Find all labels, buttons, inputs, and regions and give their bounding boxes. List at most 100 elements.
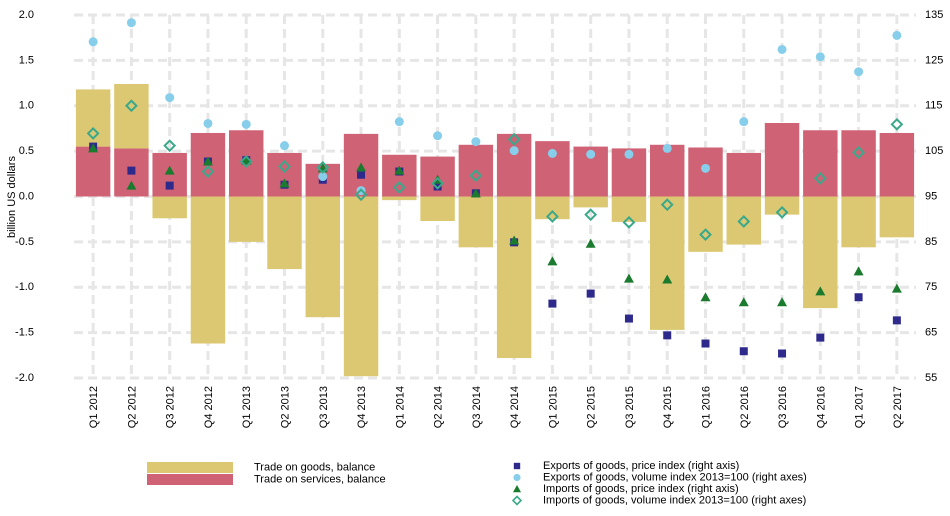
bar <box>841 196 876 248</box>
legend-label: Trade on goods, balance <box>254 461 375 473</box>
marker-circle <box>280 141 289 151</box>
x-tick-label: Q2 2017 <box>892 386 904 428</box>
bar <box>688 196 723 252</box>
x-tick-label: Q3 2015 <box>624 386 636 428</box>
legend-marker <box>513 473 521 482</box>
x-tick-label: Q2 2016 <box>739 386 751 428</box>
marker-circle <box>471 137 481 147</box>
y-tick-label: -1.0 <box>15 281 34 293</box>
marker-circle <box>739 117 749 127</box>
marker-triangle <box>470 188 481 198</box>
x-tick-label: Q2 2013 <box>280 386 292 428</box>
bar <box>726 152 761 197</box>
legend-marker <box>511 495 523 506</box>
marker-triangle <box>394 165 405 175</box>
x-tick-label: Q4 2012 <box>203 386 215 428</box>
bar <box>267 196 302 270</box>
y-tick-label: 1.0 <box>19 100 34 112</box>
marker-square <box>433 182 442 191</box>
y2-tick-label: 75 <box>925 281 937 293</box>
marker-triangle <box>891 283 902 293</box>
y2-tick-label: 65 <box>925 327 937 339</box>
bar <box>573 196 608 208</box>
marker-triangle <box>700 292 711 302</box>
bar <box>458 196 494 248</box>
marker-diamond <box>775 205 789 219</box>
marker-diamond <box>278 160 291 173</box>
y-tick-label: 1.5 <box>19 54 34 66</box>
bar <box>114 83 149 149</box>
y2-tick-label: 55 <box>925 372 937 384</box>
marker-circle <box>701 163 710 173</box>
marker-diamond <box>890 117 904 131</box>
marker-diamond <box>545 210 559 223</box>
marker-diamond <box>124 99 138 113</box>
marker-triangle <box>356 162 367 172</box>
marker-diamond <box>86 127 100 140</box>
marker-circle <box>815 52 825 62</box>
marker-circle <box>433 131 443 141</box>
legend-swatch <box>147 474 233 485</box>
y-tick-label: 0.0 <box>19 190 34 202</box>
legend-label: Imports of goods, price index (right axi… <box>543 483 739 495</box>
bar <box>420 196 455 222</box>
x-tick-label: Q3 2016 <box>777 386 789 428</box>
bar <box>190 196 226 344</box>
marker-square <box>586 289 595 298</box>
marker-diamond <box>852 146 866 159</box>
marker-diamond <box>584 208 598 222</box>
marker-triangle <box>202 156 213 166</box>
marker-square <box>165 181 174 190</box>
marker-square <box>892 316 901 325</box>
marker-square <box>854 293 863 302</box>
bar <box>841 130 876 197</box>
bar <box>75 146 111 197</box>
marker-diamond <box>511 495 523 506</box>
bar <box>152 196 187 219</box>
bar <box>650 196 685 330</box>
marker-diamond <box>239 155 253 168</box>
bar <box>382 154 417 197</box>
x-tick-label: Q1 2013 <box>241 386 253 428</box>
marker-triangle <box>623 273 634 283</box>
bar <box>343 196 379 377</box>
x-tick-label: Q1 2016 <box>701 386 713 428</box>
x-tick-label: Q1 2014 <box>394 386 406 428</box>
marker-diamond <box>392 181 406 194</box>
marker-circle <box>318 172 328 182</box>
x-tick-label: Q4 2014 <box>509 386 521 428</box>
bar <box>535 196 570 220</box>
x-tick-label: Q2 2014 <box>433 386 445 428</box>
marker-diamond <box>469 169 483 183</box>
y-tick-label: -2.0 <box>15 372 34 384</box>
bar <box>496 196 532 359</box>
marker-square <box>663 331 672 340</box>
marker-diamond <box>737 215 751 228</box>
marker-circle <box>203 118 213 128</box>
x-tick-label: Q1 2012 <box>88 386 100 428</box>
y2-tick-label: 85 <box>925 236 937 248</box>
marker-triangle <box>547 256 558 266</box>
marker-circle <box>88 37 98 47</box>
marker-triangle <box>88 143 99 153</box>
marker-circle <box>165 93 175 103</box>
marker-circle <box>854 67 864 77</box>
marker-diamond <box>316 161 330 174</box>
marker-diamond <box>622 215 636 229</box>
marker-triangle <box>279 178 290 188</box>
marker-triangle <box>662 274 673 284</box>
bar <box>764 122 800 197</box>
x-tick-label: Q4 2015 <box>662 386 674 428</box>
marker-square <box>701 339 710 348</box>
y2-tick-label: 95 <box>925 190 937 202</box>
marker-triangle <box>509 235 520 245</box>
marker-square <box>513 462 521 470</box>
marker-triangle <box>241 155 252 165</box>
marker-square <box>624 314 633 323</box>
x-tick-label: Q3 2014 <box>471 386 483 428</box>
x-tick-label: Q2 2012 <box>126 386 138 428</box>
marker-square <box>739 347 748 356</box>
bar <box>726 196 761 245</box>
marker-diamond <box>813 171 827 185</box>
marker-triangle <box>513 485 521 493</box>
